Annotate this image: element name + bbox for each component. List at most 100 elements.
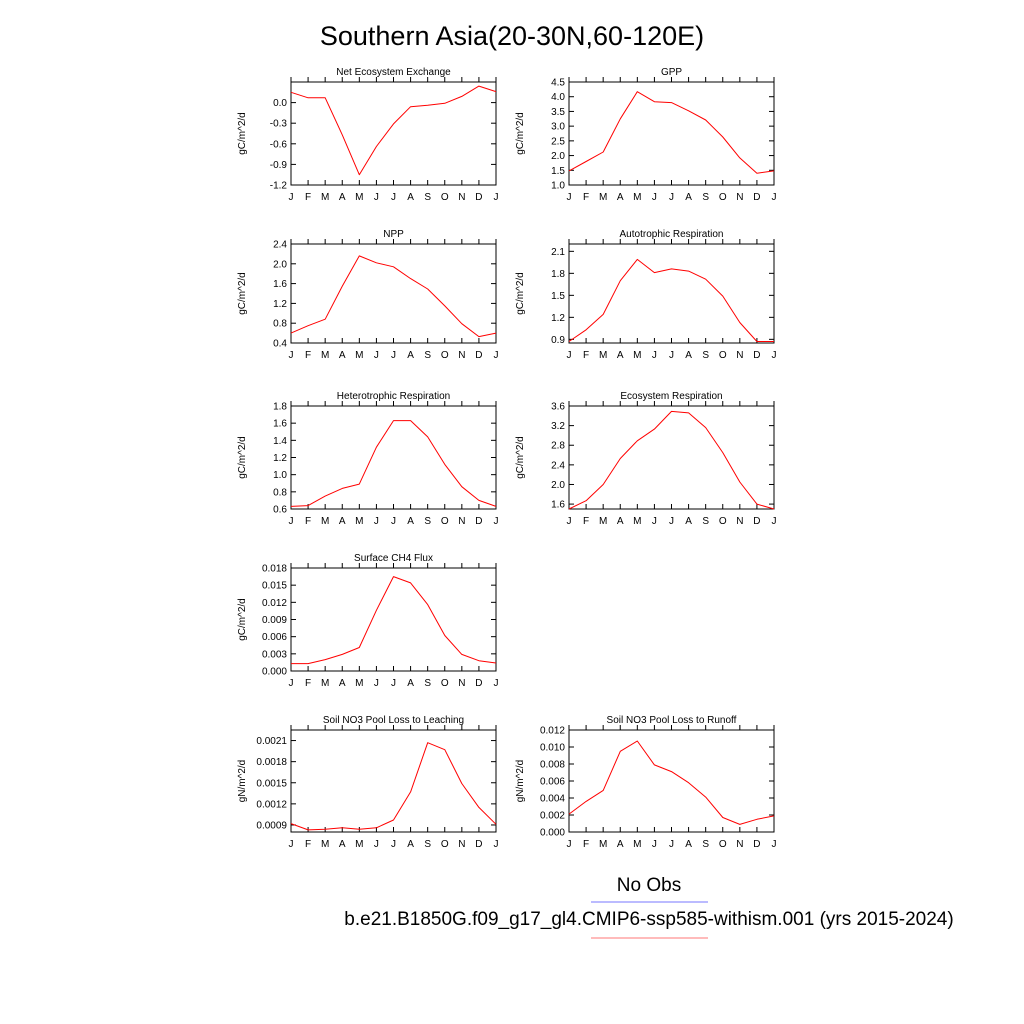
x-tick-label: J — [652, 516, 657, 527]
panel-title: NPP — [383, 229, 404, 240]
x-tick-label: M — [321, 839, 329, 850]
plot-frame — [568, 405, 775, 510]
x-tick-label: M — [355, 350, 363, 361]
legend-model-label: b.e21.B1850G.f09_g17_gl4.CMIP6-ssp585-wi… — [344, 909, 953, 930]
x-tick-label: A — [407, 516, 414, 527]
y-tick-label: 2.5 — [551, 136, 565, 147]
y-tick-label: -0.6 — [270, 139, 288, 150]
x-tick-label: S — [702, 350, 709, 361]
panel-heterotrophic-respiration: Heterotrophic Respiration gC/m^2/d 1.8 1.6 1… — [237, 391, 499, 527]
x-tick-label: N — [736, 516, 743, 527]
y-tick-label: 2.1 — [551, 247, 565, 258]
x-tick-label: F — [305, 192, 311, 203]
plot-frame — [568, 81, 775, 186]
x-tick-label: F — [305, 839, 311, 850]
x-tick-label: J — [391, 192, 396, 203]
y-tick-label: 0.0015 — [256, 778, 287, 789]
y-tick-label: 0.0018 — [256, 757, 287, 768]
x-tick-label: A — [407, 678, 414, 689]
panel-title: Heterotrophic Respiration — [337, 391, 450, 402]
series-line — [290, 420, 497, 507]
x-tick-label: F — [583, 192, 589, 203]
y-tick-label: 1.6 — [273, 419, 287, 430]
y-tick-label: 1.5 — [551, 166, 565, 177]
y-tick-label: 1.6 — [551, 500, 565, 511]
x-tick-label: M — [599, 839, 607, 850]
series-line — [290, 742, 497, 831]
x-tick-label: J — [772, 192, 777, 203]
x-tick-label: J — [494, 516, 499, 527]
x-tick-label: A — [339, 839, 346, 850]
x-tick-label: J — [652, 192, 657, 203]
x-tick-label: J — [374, 350, 379, 361]
x-tick-label: M — [321, 350, 329, 361]
y-tick-label: 0.000 — [540, 828, 565, 839]
y-tick-label: 0.006 — [540, 777, 565, 788]
y-axis-label: gC/m^2/d — [237, 436, 248, 479]
y-tick-label: 2.0 — [551, 480, 565, 491]
x-tick-label: M — [321, 192, 329, 203]
x-tick-label: J — [669, 192, 674, 203]
y-tick-label: 0.003 — [262, 649, 287, 660]
x-tick-label: D — [475, 350, 482, 361]
x-tick-label: A — [339, 516, 346, 527]
x-tick-label: M — [321, 516, 329, 527]
y-axis-label: gC/m^2/d — [237, 598, 248, 641]
y-tick-label: 2.8 — [551, 441, 565, 452]
x-tick-label: F — [305, 516, 311, 527]
plot-frame — [290, 729, 497, 833]
x-tick-label: A — [617, 350, 624, 361]
x-tick-label: M — [321, 678, 329, 689]
y-tick-label: -1.2 — [270, 181, 288, 192]
y-tick-label: 2.0 — [551, 151, 565, 162]
y-tick-label: 0.010 — [540, 743, 565, 754]
x-tick-label: M — [599, 516, 607, 527]
x-tick-label: A — [685, 192, 692, 203]
x-tick-label: N — [458, 678, 465, 689]
y-tick-label: -0.9 — [270, 160, 288, 171]
x-tick-label: S — [702, 839, 709, 850]
series-line — [568, 740, 775, 825]
panels: Net Ecosystem Exchange gC/m^2/d 0.0 -0.3 -0.… — [237, 67, 777, 850]
x-tick-label: O — [441, 350, 449, 361]
x-tick-label: A — [407, 350, 414, 361]
x-tick-label: D — [753, 192, 760, 203]
x-tick-label: D — [475, 192, 482, 203]
y-tick-label: 0.0021 — [256, 736, 287, 747]
x-tick-label: N — [458, 516, 465, 527]
y-tick-label: 0.012 — [540, 726, 565, 737]
y-tick-label: 3.2 — [551, 421, 565, 432]
x-tick-label: J — [567, 350, 572, 361]
x-tick-label: J — [567, 192, 572, 203]
y-axis-label: gN/m^2/d — [515, 760, 526, 803]
x-tick-label: A — [685, 350, 692, 361]
y-tick-label: 1.0 — [551, 181, 565, 192]
plot-frame — [290, 243, 497, 344]
x-tick-label: A — [685, 516, 692, 527]
y-tick-label: 4.0 — [551, 92, 565, 103]
x-tick-label: J — [289, 839, 294, 850]
y-tick-label: 0.006 — [262, 632, 287, 643]
x-tick-label: M — [633, 350, 641, 361]
panel-title: Autotrophic Respiration — [620, 229, 724, 240]
x-tick-label: A — [617, 516, 624, 527]
x-tick-label: J — [567, 839, 572, 850]
panel-autotrophic-respiration: Autotrophic Respiration gC/m^2/d 2.1 1.8 1.5… — [515, 229, 777, 361]
legend-obs-label: No Obs — [617, 875, 681, 896]
plot-frame — [568, 243, 775, 344]
x-tick-label: S — [424, 350, 431, 361]
panel-title: GPP — [661, 67, 682, 78]
panel-net-ecosystem-exchange: Net Ecosystem Exchange gC/m^2/d 0.0 -0.3 -0.… — [237, 67, 499, 203]
y-tick-label: 3.5 — [551, 107, 565, 118]
x-tick-label: M — [599, 350, 607, 361]
x-tick-label: N — [736, 350, 743, 361]
x-tick-label: O — [719, 350, 727, 361]
x-tick-label: M — [355, 516, 363, 527]
x-tick-label: J — [494, 192, 499, 203]
x-tick-label: M — [355, 192, 363, 203]
x-tick-label: S — [702, 516, 709, 527]
y-tick-label: 0.8 — [273, 319, 287, 330]
x-tick-label: N — [458, 192, 465, 203]
y-tick-label: 0.0009 — [256, 820, 287, 831]
